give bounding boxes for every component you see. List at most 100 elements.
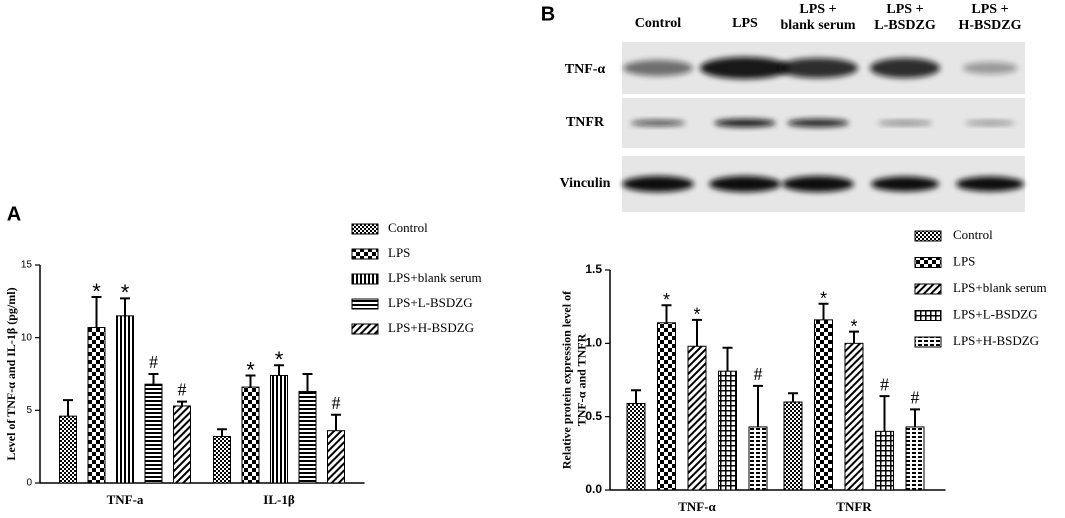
- bar: [241, 386, 260, 484]
- significance-marker: #: [880, 374, 889, 394]
- significance-marker: *: [92, 279, 101, 304]
- blot-band: [965, 120, 1015, 126]
- bar: [905, 426, 925, 491]
- blot-band: [787, 119, 849, 127]
- legend-label: LPS+blank serum: [953, 280, 1047, 295]
- bar: [173, 405, 191, 484]
- blot-lane-label: LPS: [732, 16, 758, 31]
- x-tick-label: IL-1β: [263, 492, 295, 507]
- bar: [59, 415, 77, 484]
- bar: [213, 435, 231, 484]
- error-bar: [661, 304, 672, 323]
- x-tick-label: TNFR: [836, 499, 872, 514]
- blot-band: [956, 176, 1024, 192]
- y-tick-label: 0: [26, 478, 32, 489]
- western-blot: TNF-α TNFR Vinculin Control LPS LPS + blank se…: [560, 2, 1025, 212]
- bar: [718, 370, 737, 491]
- bar: [116, 315, 134, 484]
- legend-label: LPS: [388, 245, 410, 260]
- error-bar: [818, 302, 829, 320]
- error-bar: [753, 384, 763, 427]
- blot-lane-label: L-BSDZG: [874, 18, 936, 33]
- error-bar: [302, 373, 313, 392]
- y-tick-label: 10: [21, 332, 33, 343]
- blot-lane-label: Control: [635, 16, 682, 31]
- error-bar: [177, 400, 187, 406]
- significance-marker: *: [663, 290, 670, 310]
- error-bar: [245, 374, 256, 388]
- bar: [687, 345, 707, 491]
- error-bar: [148, 373, 159, 385]
- error-bar: [849, 330, 859, 344]
- blot-lane-label: blank serum: [780, 18, 855, 33]
- blot-band: [623, 60, 693, 76]
- blot-band: [622, 176, 694, 192]
- bar: [814, 319, 833, 491]
- panel-label: A: [7, 203, 21, 225]
- significance-marker: #: [178, 380, 187, 400]
- blot-row-label: TNFR: [566, 115, 605, 130]
- blot-band: [870, 58, 940, 78]
- bar: [298, 390, 317, 484]
- legend-label: Control: [953, 227, 993, 242]
- bar: [87, 326, 106, 484]
- error-bar: [879, 395, 890, 432]
- y-axis-label: Level of TNF-α and IL-1β (pg/ml): [4, 287, 18, 460]
- significance-marker: *: [693, 305, 700, 325]
- legend-swatch: [351, 323, 379, 335]
- y-tick-label: 1.5: [585, 262, 602, 276]
- blot-row-label: Vinculin: [560, 176, 611, 191]
- blot-band: [877, 120, 933, 126]
- panel-label: B: [541, 3, 555, 25]
- significance-marker: #: [754, 364, 763, 384]
- legend-label: LPS+H-BSDZG: [953, 333, 1039, 348]
- blot-band: [871, 176, 939, 192]
- blot-band: [709, 176, 781, 192]
- legend-swatch: [914, 283, 942, 295]
- y-tick-label: 15: [21, 260, 33, 271]
- y-axis-label: TNF-α and TNFR: [574, 333, 588, 426]
- error-bar: [331, 413, 341, 431]
- blot-lane-label: LPS +: [886, 2, 923, 17]
- error-bar: [63, 399, 73, 417]
- legend-swatch: [351, 273, 379, 285]
- y-axis-label: Relative protein expression level of: [559, 290, 573, 469]
- blot-band: [962, 62, 1018, 74]
- y-tick-label: 0.5: [585, 409, 602, 423]
- blot-lane-label: LPS +: [971, 2, 1008, 17]
- legend-swatch: [351, 223, 379, 235]
- significance-marker: *: [275, 347, 284, 372]
- error-bar: [120, 297, 130, 316]
- legend-swatch: [351, 298, 379, 310]
- legend-swatch: [914, 230, 942, 242]
- legend-label: Control: [388, 220, 428, 235]
- blot-band: [778, 58, 858, 78]
- blot-row-label: TNF-α: [565, 62, 606, 77]
- bar: [144, 383, 163, 484]
- y-tick-label: 5: [26, 405, 32, 416]
- x-tick-label: TNF-a: [107, 492, 144, 507]
- legend-label: LPS+L-BSDZG: [953, 306, 1038, 321]
- significance-marker: #: [149, 352, 158, 372]
- error-bar: [631, 389, 641, 404]
- blot-lane-label: H-BSDZG: [958, 18, 1021, 33]
- error-bar: [910, 408, 920, 427]
- bar: [875, 430, 894, 491]
- significance-marker: *: [246, 357, 255, 382]
- error-bar: [722, 346, 733, 372]
- bar: [626, 402, 646, 491]
- blot-band: [782, 176, 854, 192]
- y-tick-label: 0.0: [585, 482, 602, 496]
- legend-label: LPS+L-BSDZG: [388, 295, 473, 310]
- blot-band: [630, 120, 686, 126]
- significance-marker: #: [332, 393, 341, 413]
- significance-marker: *: [820, 288, 827, 308]
- legend-swatch: [351, 248, 379, 260]
- bar: [327, 430, 345, 484]
- error-bar: [217, 428, 227, 437]
- y-tick-label: 1.0: [585, 336, 602, 350]
- significance-marker: *: [121, 280, 130, 305]
- bar: [844, 342, 864, 491]
